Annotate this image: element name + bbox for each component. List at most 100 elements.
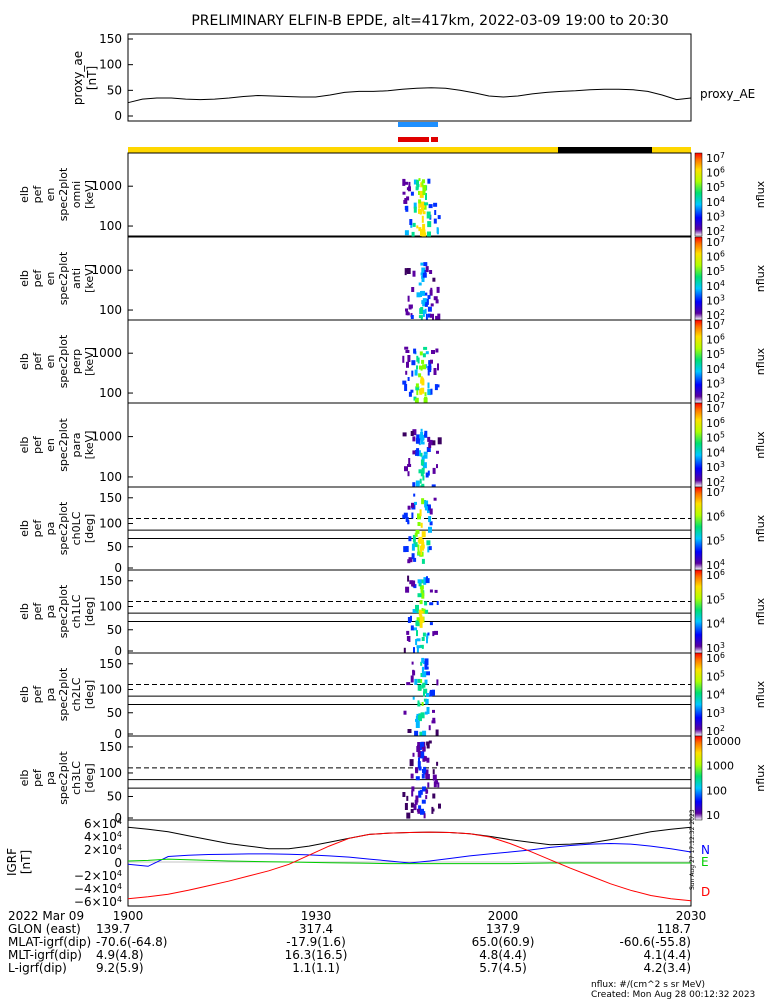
cbar-tick: 107 xyxy=(706,151,725,165)
cbar-tick: 106 xyxy=(706,333,725,347)
footer-value: 4.1(4.4) xyxy=(643,948,691,962)
ylabel-line: elb xyxy=(18,437,31,454)
igrf-ytick: 0 xyxy=(114,856,122,870)
colorbar: 10000 1000 100 10 nflux xyxy=(694,735,767,822)
cbar-tick: 103 xyxy=(706,706,725,720)
ylabel-line: elb xyxy=(18,353,31,370)
ytick-100: 100 xyxy=(99,470,122,484)
ylabel-line: spec2plot xyxy=(57,167,70,221)
cbar-tick: 103 xyxy=(706,209,725,223)
ylabel-line: ch0LC xyxy=(70,511,83,545)
ylabel-line: pef xyxy=(31,768,44,787)
colorbar: 106 105 104 103 nflux xyxy=(694,568,767,655)
ylabel-line: omni xyxy=(70,181,83,208)
ylabel-line: [deg] xyxy=(83,514,96,543)
ylabel-line: [keV] xyxy=(83,431,96,460)
footer-value: 137.9 xyxy=(486,922,520,936)
footer-value: 65.0(60.9) xyxy=(472,935,535,949)
cbar-tick: 102 xyxy=(706,224,725,238)
cbar-tick: 102 xyxy=(706,724,725,738)
cbar-label: nflux xyxy=(754,680,767,708)
ylabel-line: spec2plot xyxy=(57,418,70,472)
cbar-label: nflux xyxy=(754,347,767,375)
ylabel-line: spec2plot xyxy=(57,334,70,388)
cbar-tick: 104 xyxy=(706,195,725,209)
red-segment-bar-2 xyxy=(431,137,438,142)
footer-value: -60.6(-55.8) xyxy=(620,935,691,949)
yellow-status-bar xyxy=(128,147,691,153)
ytick-100: 100 xyxy=(99,517,122,531)
panel-frame xyxy=(127,735,692,821)
cbar-tick: 106 xyxy=(706,166,725,180)
cbar-tick: 102 xyxy=(706,475,725,489)
ylabel-line: pef xyxy=(31,352,44,371)
ylabel-line: pef xyxy=(31,435,44,454)
cbar-tick: 10000 xyxy=(706,735,741,748)
proxy-ae-ytick-150: 150 xyxy=(99,32,122,46)
footer-label: GLON (east) xyxy=(8,922,81,936)
proxy-ae-series-line xyxy=(127,87,692,104)
footer-value: -17.9(1.6) xyxy=(286,935,346,949)
ytick-1000: 1000 xyxy=(91,263,122,277)
x-tick-1930: 1930 xyxy=(301,909,332,923)
ytick-1000: 1000 xyxy=(91,346,122,360)
ylabel-line: pa xyxy=(44,688,57,702)
igrf-legend-n: N xyxy=(701,843,710,857)
ytick-100: 100 xyxy=(99,600,122,614)
cbar-tick: 104 xyxy=(706,362,725,376)
ylabel-line: [deg] xyxy=(83,680,96,709)
x-tick-2030: 2030 xyxy=(676,909,707,923)
cbar-tick: 105 xyxy=(706,347,725,361)
cbar-tick: 103 xyxy=(706,641,725,655)
x-tick-1900: 1900 xyxy=(113,909,144,923)
cbar-label: nflux xyxy=(754,431,767,459)
footer-value: 5.7(4.5) xyxy=(479,961,527,975)
blue-segment-bar xyxy=(398,122,438,127)
ytick-100: 100 xyxy=(99,386,122,400)
ytick-1000: 1000 xyxy=(91,430,122,444)
cbar-tick: 1000 xyxy=(706,760,734,773)
ylabel-line: en xyxy=(44,438,57,452)
cbar-tick: 106 xyxy=(706,250,725,264)
ylabel-line: pa xyxy=(44,605,57,619)
ylabel-line: [deg] xyxy=(83,597,96,626)
cbar-tick: 105 xyxy=(706,180,725,194)
cbar-tick: 102 xyxy=(706,308,725,322)
footer-table: 2022 Mar 09 1900 1930 2000 2030 GLON (ea… xyxy=(8,909,706,975)
cbar-tick: 104 xyxy=(706,279,725,293)
igrf-legend-d: D xyxy=(701,885,710,899)
cbar-tick: 105 xyxy=(706,669,725,683)
ylabel-line: spec2plot xyxy=(57,501,70,555)
footer-label: MLAT-igrf(dip) xyxy=(8,935,91,949)
footer-label: L-igrf(dip) xyxy=(8,961,67,975)
cbar-tick: 104 xyxy=(706,617,725,631)
cbar-label: nflux xyxy=(754,514,767,542)
pitch-panel-ch3LC: 150 100 50 0 elb pef pa spec2plot ch3LC [deg] 1000… xyxy=(18,735,767,825)
panel-frame xyxy=(127,652,692,737)
ytick-0: 0 xyxy=(114,727,122,741)
proxy-ae-y-ticks: 150 100 50 0 xyxy=(99,32,133,123)
ylabel-line: spec2plot xyxy=(57,584,70,638)
ylabel-line: [deg] xyxy=(83,763,96,792)
chart-title: PRELIMINARY ELFIN-B EPDE, alt=417km, 202… xyxy=(191,13,668,29)
ytick-0: 0 xyxy=(114,811,122,825)
footer-value: 16.3(16.5) xyxy=(285,948,348,962)
ylabel-line: pa xyxy=(44,522,57,536)
created-note: Created: Mon Aug 28 00:12:32 2023 xyxy=(591,990,755,1000)
ytick-150: 150 xyxy=(99,657,122,671)
proxy-ae-frame xyxy=(127,33,692,122)
igrf-total-line xyxy=(127,826,692,850)
ylabel-line: en xyxy=(44,188,57,202)
footer-value: 139.7 xyxy=(96,922,130,936)
footer-value: -70.6(-64.8) xyxy=(96,935,167,949)
proxy-ae-ylabel-2: [nT] xyxy=(85,66,99,90)
cbar-label: nflux xyxy=(754,264,767,292)
